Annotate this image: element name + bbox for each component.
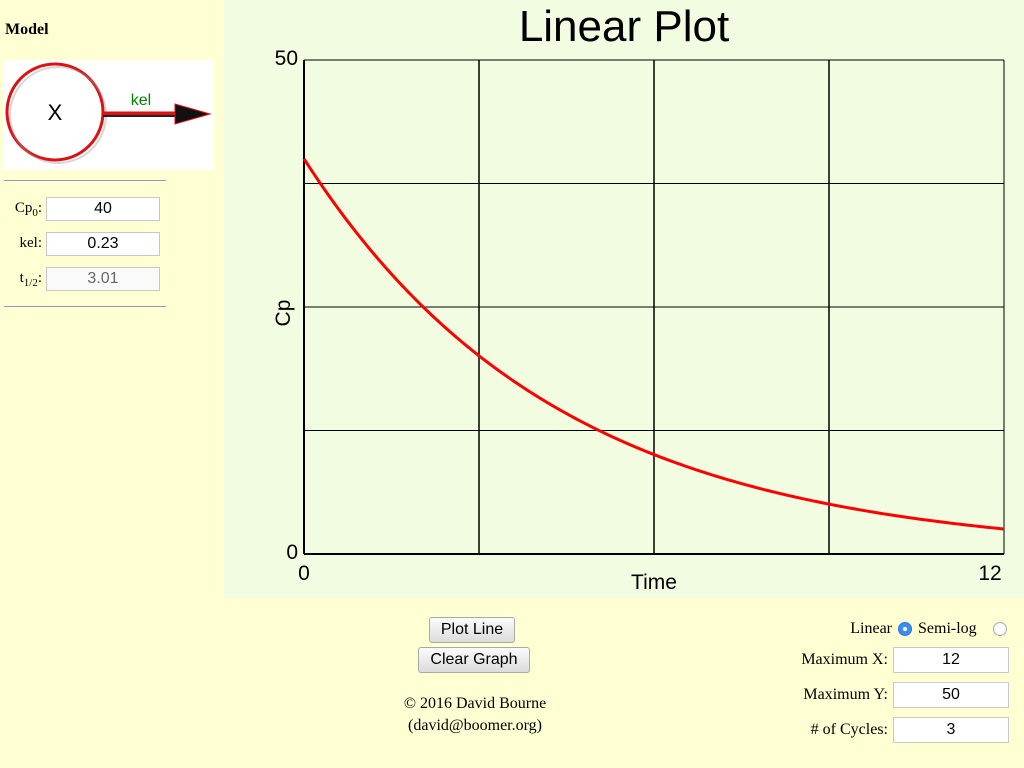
scale-semilog-radio[interactable] (993, 622, 1007, 636)
y-tick-label-max: 50 (275, 47, 298, 70)
cp0-label: Cp0: (14, 200, 42, 219)
cp0-input[interactable]: 40 (46, 197, 160, 221)
x-tick-label-min: 0 (298, 562, 310, 585)
compartment-diagram: X kel (5, 62, 212, 164)
cycles-label: # of Cycles: (810, 721, 888, 738)
arrow-head (174, 103, 212, 125)
scale-linear-label: Linear (850, 620, 892, 637)
chart-title: Linear Plot (518, 2, 730, 51)
divider (4, 180, 166, 182)
compartment-label: X (48, 100, 63, 125)
half-life-label: t1/2: (19, 270, 42, 289)
divider (4, 306, 166, 308)
max-y-label: Maximum Y: (803, 686, 888, 703)
half-life-output: 3.01 (46, 267, 160, 291)
scale-semilog-label: Semi-log (918, 620, 977, 637)
plot-area: Linear Plot 0 50 0 12 Time Cp (224, 0, 1024, 598)
model-title: Model (5, 21, 49, 38)
copyright-line: © 2016 David Bourne (403, 695, 547, 712)
max-x-label: Maximum X: (801, 651, 888, 668)
kel-input[interactable]: 0.23 (46, 232, 160, 256)
model-diagram: X kel (3, 60, 214, 170)
plot-line-button[interactable]: Plot Line (429, 617, 515, 643)
max-y-input[interactable]: 50 (893, 682, 1009, 708)
contact-email: (david@boomer.org) (408, 717, 542, 734)
scale-linear-radio[interactable] (898, 622, 912, 636)
cycles-input[interactable]: 3 (893, 717, 1009, 743)
max-x-input[interactable]: 12 (893, 647, 1009, 673)
chart-canvas: 0 50 0 12 Time Cp (272, 47, 1005, 594)
y-axis-label: Cp (272, 300, 295, 327)
copyright: © 2016 David Bourne (david@boomer.org) (350, 693, 600, 737)
x-axis-label: Time (631, 571, 677, 594)
concentration-curve (302, 157, 1005, 531)
model-sidebar: Model X kel Cp0: 40 kel: 0.23 t1/2: 3.01 (0, 0, 222, 768)
clear-graph-button[interactable]: Clear Graph (418, 647, 530, 673)
y-tick-label-min: 0 (286, 541, 298, 564)
kel-label: kel: (19, 235, 43, 251)
x-tick-label-max: 12 (978, 562, 1001, 585)
arrow-label: kel (131, 92, 151, 109)
